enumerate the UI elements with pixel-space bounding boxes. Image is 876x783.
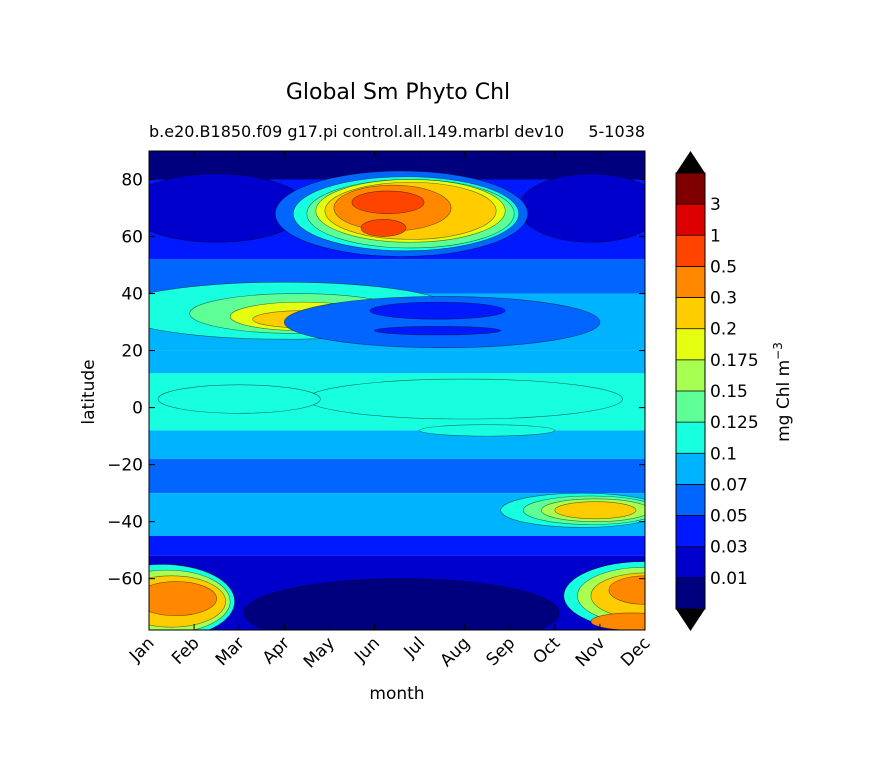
x-tick-label: Jan bbox=[125, 633, 158, 666]
colorbar-tick-label: 1 bbox=[710, 226, 721, 246]
colorbar-tick-label: 0.01 bbox=[710, 569, 748, 589]
colorbar-extend-over bbox=[676, 151, 705, 173]
colorbar-segment bbox=[676, 484, 705, 516]
contour-band bbox=[149, 430, 645, 459]
contour-region bbox=[351, 190, 425, 215]
contour-region bbox=[283, 296, 601, 349]
x-tick-label: Nov bbox=[572, 633, 610, 671]
x-tick-label: May bbox=[300, 633, 339, 672]
colorbar-tick-label: 0.175 bbox=[710, 351, 759, 371]
x-tick-label: Aug bbox=[437, 633, 475, 671]
y-tick-label: 40 bbox=[121, 285, 143, 305]
colorbar-segment bbox=[676, 328, 705, 360]
colorbar-segment bbox=[676, 173, 705, 205]
contour-region bbox=[590, 612, 645, 630]
x-tick-label: Mar bbox=[212, 633, 249, 670]
contour-plot-area bbox=[149, 151, 645, 630]
contour-region bbox=[306, 378, 623, 420]
y-axis-label: latitude bbox=[79, 359, 99, 424]
chart-subtitle-years: 5-1038 bbox=[588, 122, 645, 141]
colorbar-segment bbox=[676, 453, 705, 485]
colorbar-tick-label: 3 bbox=[710, 195, 721, 215]
colorbar-tick-label: 0.03 bbox=[710, 538, 748, 558]
y-tick-label: 60 bbox=[121, 228, 143, 248]
y-tick-label: 80 bbox=[121, 171, 143, 191]
contour-band bbox=[149, 350, 645, 374]
colorbar-tick-label: 0.2 bbox=[710, 320, 737, 340]
y-axis: 80 60 40 20 0 −20 −40 −60 bbox=[107, 171, 645, 590]
contour-region bbox=[554, 501, 637, 520]
y-tick-label: −60 bbox=[107, 570, 143, 590]
colorbar-tick-label: 0.125 bbox=[710, 413, 759, 433]
chart-title: Global Sm Phyto Chl bbox=[286, 80, 510, 105]
colorbar-segment bbox=[676, 359, 705, 391]
contour-region bbox=[149, 581, 217, 617]
colorbar-segment bbox=[676, 235, 705, 267]
colorbar-tick-label: 0.15 bbox=[710, 382, 748, 402]
contour-region bbox=[157, 384, 321, 414]
colorbar-segment bbox=[676, 422, 705, 454]
y-tick-label: 0 bbox=[132, 399, 143, 419]
colorbar-segment bbox=[676, 515, 705, 547]
x-tick-label: Oct bbox=[529, 633, 564, 668]
colorbar-segment bbox=[676, 546, 705, 578]
colorbar-tick-label: 0.07 bbox=[710, 475, 748, 495]
colorbar-tick-label: 0.05 bbox=[710, 507, 748, 527]
x-tick-label: Apr bbox=[259, 633, 294, 668]
y-tick-label: 20 bbox=[121, 342, 143, 362]
contour-band bbox=[149, 458, 645, 494]
colorbar-segment bbox=[676, 391, 705, 423]
contour-band bbox=[149, 535, 645, 556]
colorbar-segment bbox=[676, 204, 705, 236]
colorbar-tick-label: 0.5 bbox=[710, 257, 737, 277]
contour-region bbox=[360, 219, 407, 237]
colorbar-tick-label: 0.3 bbox=[710, 289, 737, 309]
x-tick-label: Jun bbox=[350, 633, 384, 667]
colorbar-tick-label: 0.1 bbox=[710, 444, 737, 464]
contour-region bbox=[518, 173, 645, 243]
chart-subtitle-case: b.e20.B1850.f09 g17.pi control.all.149.m… bbox=[149, 122, 564, 141]
contour-region bbox=[419, 424, 556, 437]
y-tick-label: −40 bbox=[107, 513, 143, 533]
contour-region bbox=[374, 326, 502, 336]
plot-frame bbox=[148, 150, 646, 631]
y-tick-label: −20 bbox=[107, 456, 143, 476]
colorbar-extend-under bbox=[676, 609, 705, 631]
colorbar-segment bbox=[676, 266, 705, 298]
x-axis-label: month bbox=[369, 684, 424, 704]
colorbar: 0.01 0.03 0.05 0.07 0.1 0.125 0.15 0.175 0.2 0.3 0… bbox=[675, 151, 759, 631]
contour-region bbox=[243, 578, 560, 630]
x-tick-label: Feb bbox=[168, 633, 203, 668]
colorbar-segment bbox=[676, 577, 705, 609]
x-tick-label: Jul bbox=[400, 633, 429, 662]
x-tick-label: Dec bbox=[617, 633, 654, 670]
colorbar-label: mg Chl m−3 bbox=[771, 342, 794, 442]
colorbar-segment bbox=[676, 297, 705, 329]
x-tick-label: Sep bbox=[482, 633, 519, 670]
contour-region bbox=[369, 301, 506, 320]
